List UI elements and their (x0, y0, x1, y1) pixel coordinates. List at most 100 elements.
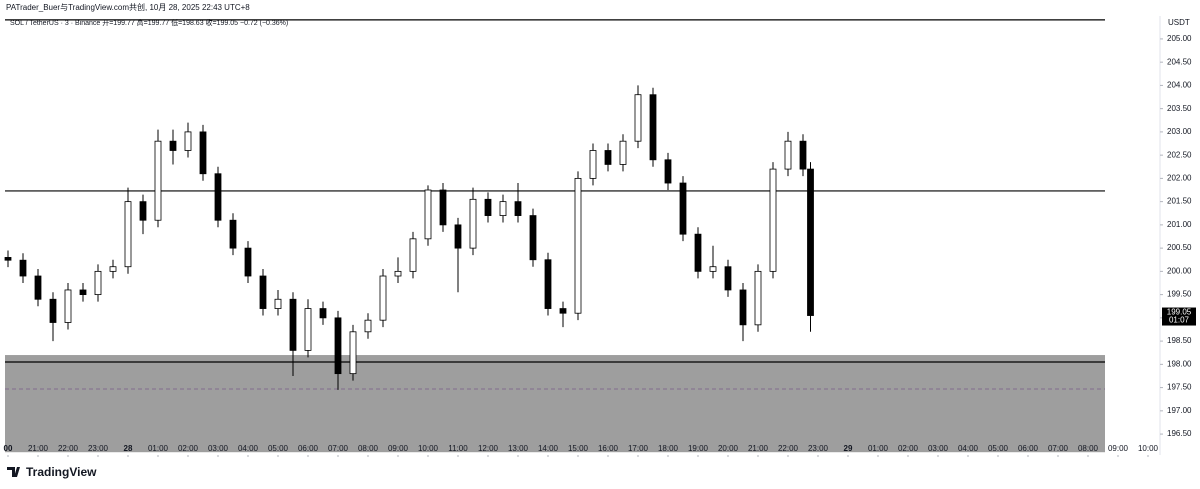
candle-body (394, 270, 402, 277)
x-tick-label: 05:00 (988, 444, 1009, 453)
y-tick-label: 203.50 (1167, 104, 1192, 113)
candle-body (49, 298, 57, 323)
x-tick-label: 03:00 (928, 444, 949, 453)
y-tick-label: 201.50 (1167, 197, 1192, 206)
currency: USDT (1168, 18, 1190, 27)
y-tick-label: 200.00 (1167, 266, 1192, 275)
candle-body (409, 238, 417, 272)
candle-body (19, 259, 27, 277)
brand: TradingView (26, 465, 97, 479)
candle-body (807, 168, 814, 316)
y-tick-label: 196.50 (1167, 429, 1192, 438)
x-tick-label: 01:00 (868, 444, 889, 453)
candle-body (319, 308, 327, 319)
x-tick-label: 15:00 (568, 444, 589, 453)
logo: TradingView (7, 465, 97, 479)
x-tick-label: 22:00 (778, 444, 799, 453)
x-tick-label: 04:00 (238, 444, 259, 453)
candle-body (229, 219, 237, 249)
candle-body (649, 94, 657, 161)
x-tick-label: 04:00 (958, 444, 979, 453)
candle-body (589, 150, 597, 179)
x-tick-label: 20:00 (718, 444, 739, 453)
x-tick-label: 13:00 (508, 444, 529, 453)
candle-body (379, 275, 387, 321)
x-tick-label: 12:00 (478, 444, 499, 453)
candle-body (469, 198, 477, 249)
candle-body (604, 150, 612, 165)
y-tick-label: 203.00 (1167, 127, 1192, 136)
candle-body (79, 289, 87, 296)
x-tick-label: 22:00 (58, 444, 79, 453)
candle-body (679, 182, 687, 235)
x-tick-label: 14:00 (538, 444, 559, 453)
x-tick-label: 10:00 (418, 444, 439, 453)
y-tick-label: 205.00 (1167, 34, 1192, 43)
x-tick-label: 06:00 (1018, 444, 1039, 453)
zone (5, 355, 1105, 453)
y-tick-label: 197.00 (1167, 406, 1192, 415)
header: PATrader_Buer与TradingView.com共创, 10月 28,… (6, 2, 250, 12)
candle-body (559, 308, 567, 314)
x-tick-label: 18:00 (658, 444, 679, 453)
candle-body (574, 177, 582, 314)
candle-body (694, 233, 702, 272)
y-tick-label: 202.50 (1167, 150, 1192, 159)
x-tick-label: 23:00 (808, 444, 829, 453)
candle-body (499, 201, 507, 216)
candle-body (769, 168, 777, 272)
candle-body (109, 266, 117, 272)
y-tick-label: 200.50 (1167, 243, 1192, 252)
candle-body (289, 298, 297, 351)
candle-body (739, 289, 747, 326)
candle-body (454, 224, 462, 249)
y-tick-label: 202.00 (1167, 173, 1192, 182)
candle-body (634, 94, 642, 142)
y-tick-label: 198.00 (1167, 359, 1192, 368)
candle-body (34, 275, 42, 300)
candle-body (139, 201, 147, 221)
candle-body (724, 266, 732, 291)
x-tick-label: 06:00 (298, 444, 319, 453)
x-tick-label: 08:00 (358, 444, 379, 453)
x-tick-label: 28 (124, 444, 133, 453)
candle-body (64, 289, 72, 323)
x-tick-label: 23:00 (88, 444, 109, 453)
x-tick-label: 29 (844, 444, 853, 453)
x-tick-label: 07:00 (328, 444, 349, 453)
candle-body (424, 189, 432, 240)
candle-body (334, 317, 342, 375)
candle-body (259, 275, 267, 309)
candle-body (664, 159, 672, 184)
y-tick-label: 204.00 (1167, 81, 1192, 90)
candle-body (304, 308, 312, 351)
x-tick-label: 02:00 (178, 444, 199, 453)
candle-body (169, 140, 177, 151)
x-tick-label: 10:00 (1138, 444, 1159, 453)
x-tick-label: 01:00 (148, 444, 169, 453)
candle-body (349, 331, 357, 375)
candle-body (364, 319, 372, 333)
candle-body (124, 201, 132, 268)
x-tick-label: 09:00 (388, 444, 409, 453)
countdown: 01:07 (1169, 316, 1190, 325)
candle-body (214, 173, 222, 221)
x-tick-label: 00 (4, 444, 13, 453)
candle-body (439, 189, 447, 226)
candle-body (199, 131, 207, 175)
candle-body (244, 247, 252, 277)
x-tick-label: 21:00 (28, 444, 49, 453)
y-tick-label: 204.50 (1167, 57, 1192, 66)
x-tick-label: 11:00 (448, 444, 468, 453)
last-price: 199.05 (1167, 308, 1192, 317)
y-tick-label: 201.00 (1167, 220, 1192, 229)
candle-body (544, 259, 552, 309)
x-tick-label: 09:00 (1108, 444, 1129, 453)
x-tick-label: 19:00 (688, 444, 709, 453)
candle-body (709, 266, 717, 272)
candle-body (484, 198, 492, 216)
candle-body (799, 140, 807, 170)
last-price-box (1162, 307, 1196, 326)
x-tick-label: 17:00 (628, 444, 649, 453)
